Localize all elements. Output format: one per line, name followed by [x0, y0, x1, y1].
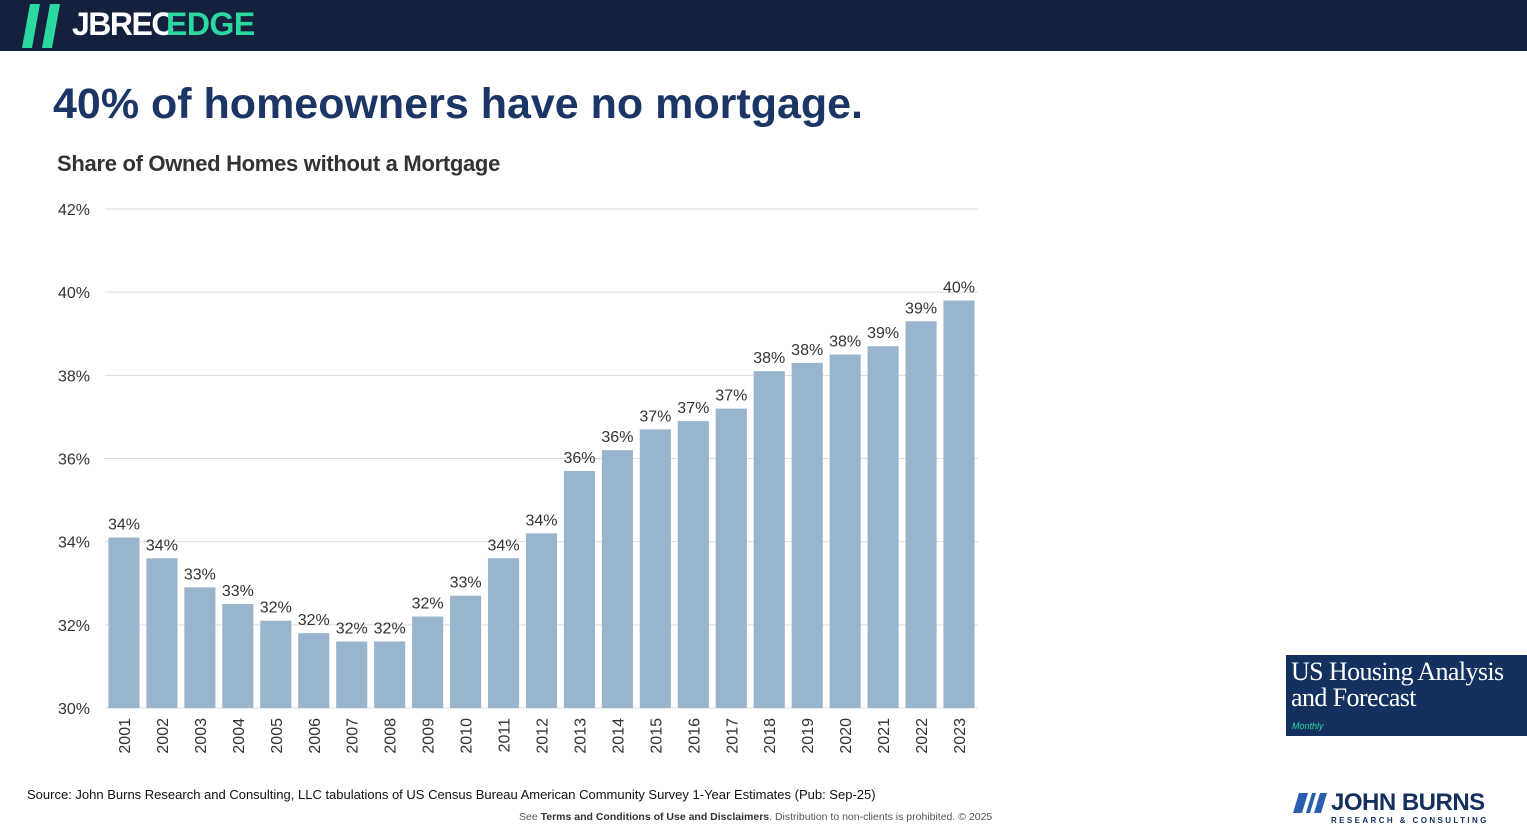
chart-title: Share of Owned Homes without a Mortgage — [57, 151, 501, 176]
brand-slashes-icon — [22, 4, 60, 48]
x-tick-label: 2018 — [762, 718, 779, 754]
data-label: 32% — [298, 612, 330, 629]
x-tick-label: 2014 — [610, 718, 627, 754]
bar — [715, 408, 747, 708]
x-tick-label: 2015 — [648, 718, 665, 754]
data-label: 34% — [108, 517, 140, 534]
data-label: 33% — [450, 575, 482, 592]
report-title: US Housing Analysis and Forecast — [1291, 659, 1504, 711]
data-label: 32% — [336, 620, 368, 637]
data-label: 40% — [943, 279, 975, 296]
y-tick-label: 36% — [58, 452, 90, 469]
x-tick-label: 2021 — [876, 718, 893, 754]
y-tick-label: 38% — [58, 368, 90, 385]
page-headline: 40% of homeowners have no mortgage. — [53, 80, 864, 128]
y-tick-label: 30% — [58, 701, 90, 718]
data-label: 37% — [715, 388, 747, 405]
y-tick-label: 34% — [58, 535, 90, 552]
x-tick-label: 2011 — [497, 718, 514, 753]
bar — [412, 616, 444, 708]
data-label: 38% — [753, 350, 785, 367]
bar — [374, 641, 406, 708]
bar — [639, 429, 671, 708]
bar — [336, 641, 368, 708]
bar — [905, 321, 937, 708]
disclaimer: See Terms and Conditions of Use and Disc… — [519, 811, 992, 823]
x-tick-label: 2022 — [914, 718, 931, 754]
x-tick-label: 2004 — [231, 718, 248, 754]
data-label: 32% — [412, 596, 444, 613]
x-tick-label: 2008 — [383, 718, 400, 754]
data-label: 32% — [374, 620, 406, 637]
x-tick-label: 2020 — [838, 718, 855, 754]
data-label: 34% — [525, 512, 557, 529]
x-tick-label: 2002 — [155, 718, 172, 754]
data-label: 38% — [791, 342, 823, 359]
bar — [943, 300, 975, 708]
data-label: 36% — [601, 429, 633, 446]
logo-tagline: RESEARCH & CONSULTING — [1331, 816, 1489, 825]
top-bar: JBREC EDGE — [0, 0, 1527, 51]
brand-accent: EDGE — [166, 6, 255, 42]
data-label: 39% — [905, 300, 937, 317]
data-label: 37% — [639, 408, 671, 425]
y-tick-label: 40% — [58, 285, 90, 302]
bar — [450, 595, 482, 708]
data-label: 38% — [829, 334, 861, 351]
bar — [525, 533, 558, 708]
y-tick-label: 42% — [58, 202, 90, 219]
bar — [222, 604, 254, 708]
data-label: 33% — [184, 566, 216, 583]
x-tick-label: 2010 — [459, 718, 476, 754]
disclaimer-prefix: See — [519, 811, 541, 823]
x-tick-label: 2013 — [572, 718, 589, 754]
report-badge: US Housing Analysis and Forecast Monthly — [1286, 655, 1527, 736]
data-label: 36% — [563, 450, 595, 467]
bar — [108, 537, 140, 708]
bar — [260, 620, 292, 708]
x-tick-label: 2006 — [307, 718, 324, 754]
bar — [146, 558, 178, 708]
x-tick-label: 2016 — [686, 718, 703, 754]
bar — [184, 587, 216, 708]
report-frequency: Monthly — [1292, 721, 1324, 731]
x-tick-label: 2009 — [421, 718, 438, 754]
x-tick-label: 2012 — [535, 718, 552, 754]
bar — [867, 346, 899, 708]
bar — [601, 450, 633, 708]
x-tick-label: 2001 — [117, 718, 134, 754]
bar — [753, 371, 785, 708]
data-label: 34% — [488, 537, 520, 554]
y-tick-label: 32% — [58, 618, 90, 635]
report-title-line1: US Housing Analysis — [1291, 657, 1504, 686]
bar — [563, 470, 596, 708]
terms-link[interactable]: Terms and Conditions of Use and Disclaim… — [540, 811, 770, 823]
source-note: Source: John Burns Research and Consulti… — [27, 787, 876, 802]
report-title-line2: and Forecast — [1291, 683, 1417, 712]
bar — [487, 558, 520, 708]
x-tick-label: 2003 — [193, 718, 210, 754]
disclaimer-suffix: . Distribution to non-clients is prohibi… — [769, 811, 993, 823]
brand-name: JBREC — [72, 6, 174, 42]
x-tick-label: 2007 — [345, 718, 362, 754]
bar-chart: 30% 32% 34% 36% 38% 40% 42% 34% 2001 34% 2002 33% 20… — [58, 202, 978, 754]
data-label: 32% — [260, 600, 292, 617]
x-tick-label: 2005 — [269, 718, 286, 754]
data-label: 33% — [222, 583, 254, 600]
bar — [829, 354, 861, 708]
bar — [677, 421, 709, 708]
data-label: 37% — [677, 400, 709, 417]
bar — [791, 362, 823, 708]
data-label: 34% — [146, 537, 178, 554]
bar — [298, 633, 330, 708]
x-tick-label: 2017 — [724, 718, 741, 754]
john-burns-logo-icon — [1293, 793, 1327, 813]
logo-name: JOHN BURNS — [1331, 789, 1485, 816]
data-label: 39% — [867, 325, 899, 342]
x-tick-label: 2023 — [952, 718, 969, 754]
x-tick-label: 2019 — [800, 718, 817, 754]
